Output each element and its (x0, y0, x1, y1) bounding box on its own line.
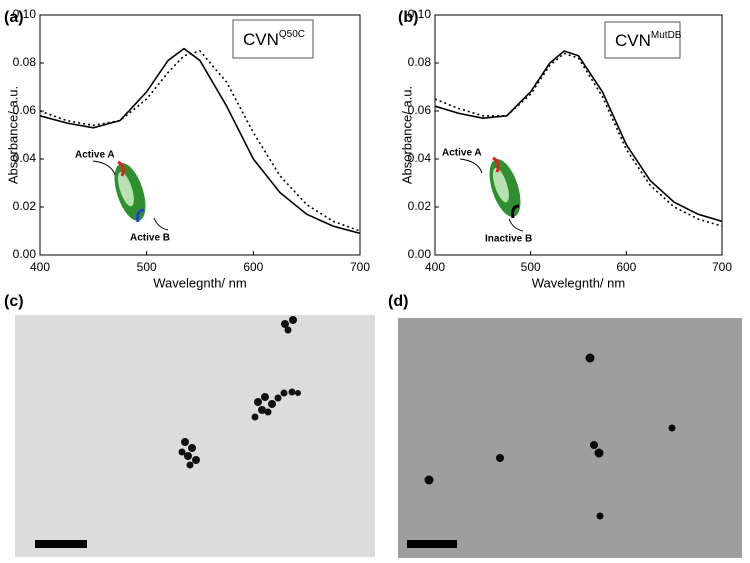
arrow-a (92, 160, 116, 176)
y-tick-label: 0.02 (408, 199, 432, 213)
arrow-a (459, 158, 483, 174)
protein-schematic (92, 160, 169, 231)
panel-label: (c) (4, 293, 24, 310)
x-tick-label: 500 (521, 260, 541, 274)
site-b (136, 208, 145, 223)
annotation: Active A (442, 148, 482, 159)
arrow-b (508, 218, 524, 232)
site-b (511, 204, 520, 219)
micrograph (15, 315, 375, 557)
x-tick-label: 400 (30, 260, 50, 274)
y-tick-label: 0.08 (13, 55, 37, 69)
tem-image-c: (c) (4, 293, 375, 557)
tem-image-d: (d) (388, 293, 742, 558)
label-box (604, 21, 681, 59)
panel-label: (d) (388, 293, 408, 310)
y-axis-title: Absorbance/ a.u. (399, 86, 414, 184)
x-axis-title: Wavelegnth/ nm (532, 275, 625, 290)
label-box (232, 19, 314, 59)
x-tick-label: 700 (712, 260, 732, 274)
curve (434, 52, 723, 227)
x-tick-label: 500 (137, 260, 157, 274)
annotation: Active A (75, 150, 115, 161)
y-tick-label: 0.10 (13, 7, 37, 21)
box-label-text: CVN (615, 31, 651, 50)
y-tick-label: 0.02 (13, 199, 37, 213)
x-axis-title: Wavelegnth/ nm (153, 275, 246, 290)
plot-frame (434, 14, 723, 256)
annotation: Inactive B (485, 234, 532, 245)
y-axis-title: Absorbance/ a.u. (5, 86, 20, 184)
y-tick-label: 0.00 (13, 247, 37, 261)
scale-bar (35, 540, 87, 548)
x-tick-label: 600 (616, 260, 636, 274)
y-tick-label: 0.06 (13, 103, 37, 117)
curve (39, 47, 361, 235)
y-tick-label: 0.00 (408, 247, 432, 261)
scale-bar (407, 540, 457, 548)
particles (424, 353, 676, 520)
x-tick-label: 700 (350, 260, 370, 274)
y-tick-label: 0.06 (408, 103, 432, 117)
plot-frame (39, 14, 361, 256)
particles (178, 316, 301, 469)
box-label-text: CVN (243, 30, 279, 49)
box-label: CVNQ50C (243, 29, 305, 50)
micrograph (398, 318, 742, 558)
y-tick-label: 0.10 (408, 7, 432, 21)
box-label: CVNMutDB (615, 30, 682, 51)
protein-highlight (492, 167, 509, 203)
box-label-sup: Q50C (279, 29, 305, 40)
annotation: Active B (130, 233, 170, 244)
curve (39, 50, 361, 232)
protein-schematic (459, 156, 524, 232)
x-tick-label: 400 (425, 260, 445, 274)
site-a (117, 160, 125, 177)
site-a (492, 156, 500, 173)
arrow-b (153, 217, 169, 231)
protein-highlight (117, 171, 134, 207)
y-tick-label: 0.04 (13, 151, 37, 165)
panel-label: (b) (398, 9, 418, 26)
y-tick-label: 0.08 (408, 55, 432, 69)
box-label-sup: MutDB (651, 30, 682, 41)
y-tick-label: 0.04 (408, 151, 432, 165)
x-tick-label: 600 (243, 260, 263, 274)
panel-label: (a) (4, 9, 24, 26)
curve (434, 50, 723, 223)
